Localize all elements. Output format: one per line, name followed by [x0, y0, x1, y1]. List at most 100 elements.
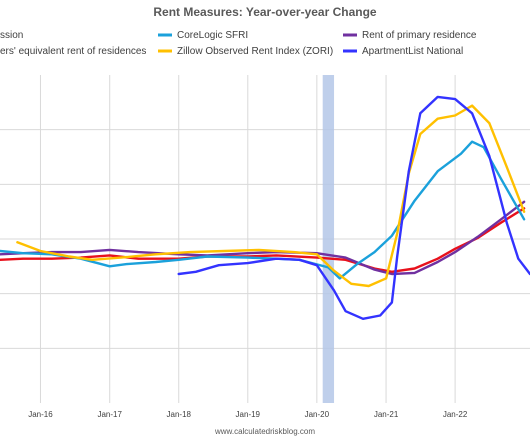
- data-point: [189, 251, 191, 254]
- data-point: [217, 264, 220, 267]
- data-point: [350, 282, 353, 285]
- data-point: [460, 152, 462, 155]
- x-tick-label: Jan-21: [374, 410, 399, 419]
- data-point: [396, 255, 399, 258]
- data-point: [194, 270, 197, 273]
- series-line: [0, 200, 526, 276]
- data-point: [367, 285, 370, 287]
- data-point: [500, 218, 502, 221]
- data-point: [413, 271, 416, 274]
- data-point: [344, 310, 347, 313]
- data-point: [391, 273, 393, 275]
- data-point: [125, 263, 128, 266]
- data-point: [206, 255, 209, 258]
- x-tick-label: Jan-16: [28, 410, 53, 419]
- data-point: [108, 265, 111, 268]
- data-point: [488, 122, 491, 125]
- data-point: [275, 254, 278, 257]
- data-point: [356, 263, 359, 266]
- x-tick-label: Jan-19: [236, 410, 261, 419]
- data-point: [471, 140, 474, 143]
- data-point: [373, 251, 376, 254]
- data-point: [391, 234, 393, 237]
- series-line: [0, 207, 526, 273]
- x-tick-label: Jan-18: [167, 410, 192, 419]
- x-tick-label: Jan-22: [443, 410, 468, 419]
- source-label: www.calculatedriskblog.com: [214, 427, 315, 436]
- data-point: [108, 254, 111, 257]
- data-point: [0, 253, 1, 256]
- data-point: [344, 258, 347, 261]
- series-line: [177, 95, 530, 320]
- data-point: [505, 221, 508, 224]
- data-point: [436, 117, 439, 120]
- legend-label: ssion: [0, 30, 23, 41]
- data-point: [454, 251, 456, 254]
- data-point: [154, 261, 157, 263]
- data-point: [373, 268, 376, 271]
- data-point: [338, 277, 341, 280]
- data-point: [419, 133, 422, 135]
- data-point: [246, 256, 249, 259]
- data-point: [79, 251, 82, 254]
- legend-label: ApartmentList National: [362, 46, 463, 57]
- data-point: [68, 255, 71, 258]
- data-point: [471, 104, 474, 107]
- legend-label: Rent of primary residence: [362, 30, 477, 41]
- data-point: [391, 301, 393, 304]
- data-point: [137, 257, 140, 260]
- data-point: [500, 221, 502, 224]
- data-point: [91, 258, 94, 261]
- data-point: [362, 317, 364, 320]
- data-point: [471, 112, 474, 115]
- data-point: [436, 261, 439, 263]
- data-point: [137, 251, 140, 254]
- data-point: [391, 270, 393, 273]
- data-point: [0, 250, 1, 252]
- data-point: [292, 251, 295, 254]
- x-tick-label: Jan-17: [97, 410, 122, 419]
- data-point: [396, 232, 399, 235]
- data-point: [454, 114, 456, 117]
- data-point: [476, 235, 479, 238]
- data-point: [315, 264, 318, 267]
- legend-label: CoreLogic SFRI: [177, 30, 248, 41]
- data-point: [407, 170, 410, 173]
- data-point: [436, 257, 439, 260]
- data-point: [436, 95, 439, 98]
- data-point: [315, 253, 318, 256]
- data-point: [22, 252, 24, 255]
- series-line: [16, 104, 526, 288]
- data-point: [436, 170, 439, 173]
- data-point: [246, 252, 249, 255]
- data-point: [523, 200, 526, 203]
- data-point: [379, 314, 382, 317]
- data-point: [454, 247, 456, 250]
- data-point: [517, 257, 520, 260]
- data-point: [523, 218, 526, 221]
- data-point: [177, 273, 180, 275]
- data-point: [275, 257, 278, 260]
- data-point: [315, 256, 318, 259]
- data-point: [50, 257, 53, 260]
- data-point: [488, 155, 491, 157]
- data-point: [500, 177, 502, 180]
- legend-label: ers' equivalent rent of residences: [0, 46, 146, 57]
- data-point: [108, 249, 111, 251]
- legend-label: Zillow Observed Rent Index (ZORI): [177, 46, 333, 57]
- data-point: [22, 257, 24, 260]
- data-point: [258, 249, 260, 251]
- recession-band: [322, 75, 335, 403]
- data-point: [419, 112, 422, 115]
- data-point: [333, 289, 335, 292]
- data-point: [39, 250, 42, 252]
- data-point: [0, 258, 1, 261]
- data-point: [298, 258, 301, 261]
- data-point: [523, 210, 526, 213]
- data-point: [333, 269, 335, 272]
- data-point: [344, 256, 347, 259]
- data-point: [177, 258, 180, 261]
- data-point: [505, 165, 508, 168]
